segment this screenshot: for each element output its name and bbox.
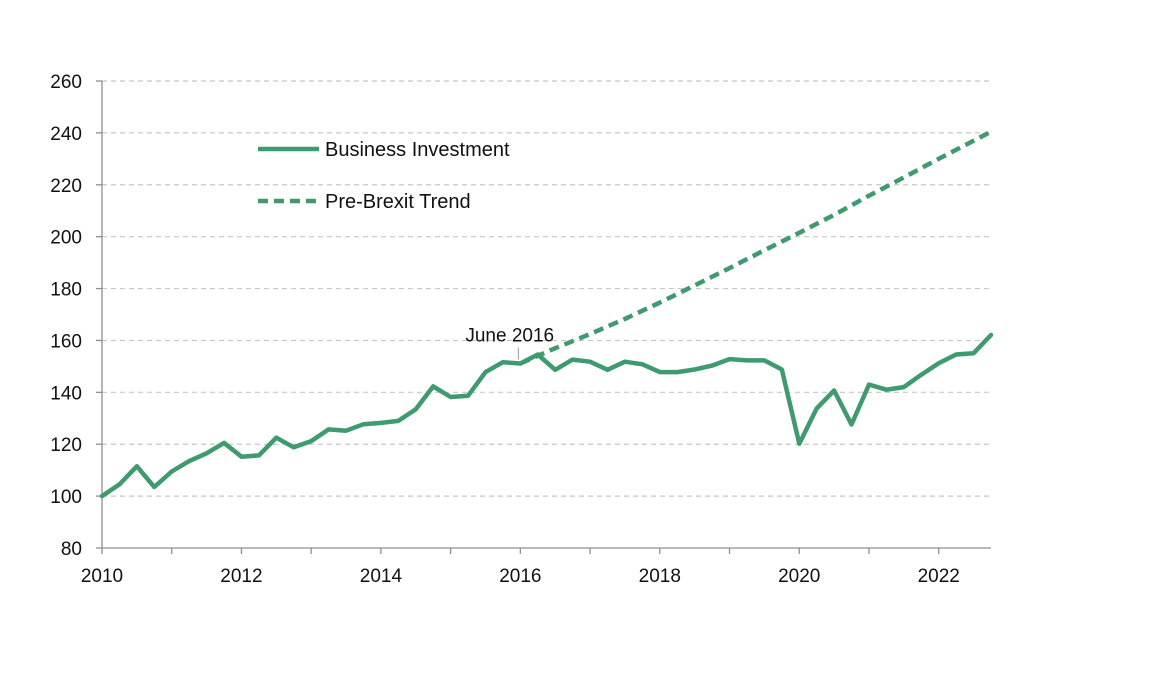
business-investment-line (99, 332, 994, 499)
axes (96, 80, 991, 554)
x-tick-label: 2016 (499, 566, 541, 587)
y-tick-label: 180 (50, 280, 82, 301)
y-tick-label: 80 (61, 539, 82, 560)
x-tick-label: 2020 (778, 566, 820, 587)
y-tick-label: 220 (50, 176, 82, 197)
x-tick-label: 2022 (918, 566, 960, 587)
y-tick-label: 200 (50, 228, 82, 249)
y-tick-label: 160 (50, 331, 82, 352)
y-tick-label: 260 (50, 72, 82, 93)
legend: Business Investment Pre-Brexit Trend (258, 139, 510, 213)
x-tick-label: 2010 (81, 566, 123, 587)
annotation-june-2016: June 2016 (465, 326, 554, 360)
x-tick-label: 2014 (360, 566, 403, 587)
legend-item-pre-brexit-trend: Pre-Brexit Trend (258, 191, 471, 213)
x-axis-tick-labels: 2010 2012 2014 2016 2018 2020 2022 (81, 566, 960, 587)
y-tick-label: 100 (50, 487, 82, 508)
legend-label-business-investment: Business Investment (325, 139, 510, 161)
gridlines (102, 80, 991, 497)
legend-label-pre-brexit-trend: Pre-Brexit Trend (325, 191, 471, 213)
y-axis-tick-labels: 80 100 120 140 160 180 200 220 240 260 (50, 72, 82, 560)
y-tick-label: 120 (50, 435, 82, 456)
y-tick-label: 140 (50, 383, 82, 404)
x-tick-label: 2012 (220, 566, 262, 587)
series-lines (99, 129, 994, 499)
annotation-label: June 2016 (465, 326, 554, 347)
y-tick-label: 240 (50, 124, 82, 145)
legend-item-business-investment: Business Investment (258, 139, 510, 161)
x-tick-label: 2018 (639, 566, 681, 587)
pre-brexit-trend-line (519, 129, 993, 366)
